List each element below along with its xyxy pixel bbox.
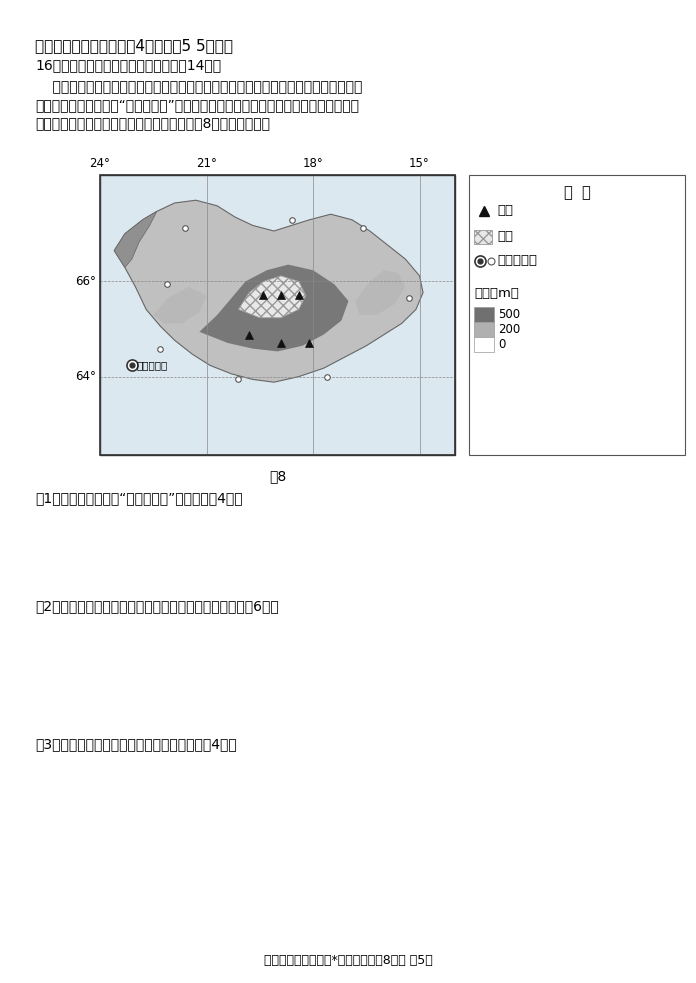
Text: 火山: 火山 <box>497 204 513 217</box>
Bar <box>100 175 455 455</box>
Polygon shape <box>114 201 423 382</box>
Text: 64°: 64° <box>75 371 96 383</box>
Text: （1）分析冰岛被称为“冰与火之国”的原因。（4分）: （1）分析冰岛被称为“冰与火之国”的原因。（4分） <box>35 491 243 505</box>
Polygon shape <box>356 270 405 315</box>
Text: 首都雷克雅未克，是冰岛最大的港口城市。图8为冰岛区域图。: 首都雷克雅未克，是冰岛最大的港口城市。图8为冰岛区域图。 <box>35 116 270 130</box>
Text: 温泉点缀其间，被称为“冰与火之国”。国内能源资源得天独厚，炼铝业为其支柱产业。: 温泉点缀其间，被称为“冰与火之国”。国内能源资源得天独厚，炼铝业为其支柱产业。 <box>35 98 359 112</box>
Bar <box>469 175 685 455</box>
Text: 冰川: 冰川 <box>497 229 513 243</box>
Bar <box>474 307 494 322</box>
Text: （2）根据图文材料，分析冰岛发展炼铝业的有利条件。（6分）: （2）根据图文材料，分析冰岛发展炼铝业的有利条件。（6分） <box>35 599 279 613</box>
Text: 66°: 66° <box>75 275 96 288</box>
Bar <box>474 230 492 244</box>
Text: 21°: 21° <box>196 157 217 170</box>
Text: 18°: 18° <box>303 157 324 170</box>
Text: 雷克雅未克: 雷克雅未克 <box>137 361 168 371</box>
Text: 16．阅读图文材料，完成下列要求。（14分）: 16．阅读图文材料，完成下列要求。（14分） <box>35 58 221 72</box>
Text: 图8: 图8 <box>269 469 286 483</box>
Polygon shape <box>199 264 349 351</box>
Text: （3）推测冰岛公路的分布特征并简述理由。（4分）: （3）推测冰岛公路的分布特征并简述理由。（4分） <box>35 737 237 751</box>
Text: 二、非选择题（本大题兲4小题，兲5 5分。）: 二、非选择题（本大题兲4小题，兲5 5分。） <box>35 38 233 53</box>
Polygon shape <box>153 287 207 323</box>
Text: 24°: 24° <box>90 157 111 170</box>
Text: 湖北省新高考联考体*地理试卷（兲8页） 第5页: 湖北省新高考联考体*地理试卷（兲8页） 第5页 <box>264 954 432 967</box>
Text: 首都、城市: 首都、城市 <box>497 255 537 267</box>
Polygon shape <box>239 276 306 318</box>
Text: 冰岛，欧洲西北部岛国，位于大西洋中脊之上，冰川和火山大范围并存，数不胜数的: 冰岛，欧洲西北部岛国，位于大西洋中脊之上，冰川和火山大范围并存，数不胜数的 <box>35 80 363 94</box>
Polygon shape <box>114 211 157 267</box>
Text: 0: 0 <box>498 338 505 351</box>
Text: 图  例: 图 例 <box>564 185 590 200</box>
Bar <box>474 322 494 337</box>
Bar <box>474 337 494 352</box>
Text: 500: 500 <box>498 308 520 321</box>
Text: 海拔（m）: 海拔（m） <box>474 287 519 300</box>
Text: 15°: 15° <box>409 157 430 170</box>
Bar <box>100 175 455 455</box>
Text: 200: 200 <box>498 323 520 336</box>
